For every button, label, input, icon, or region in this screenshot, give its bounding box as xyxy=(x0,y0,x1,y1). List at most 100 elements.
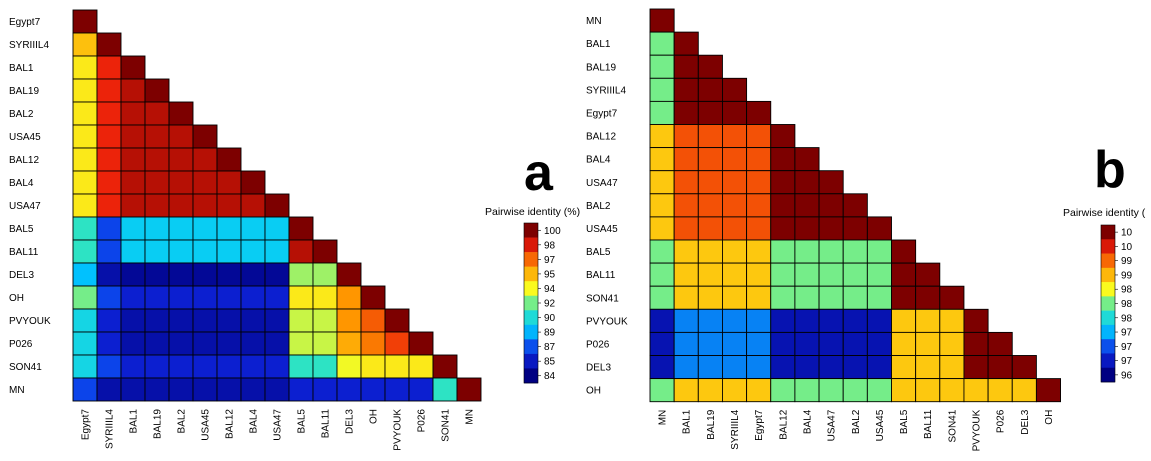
column-label: DEL3 xyxy=(1020,409,1031,434)
heatmap-cell xyxy=(168,124,194,149)
heatmap-cell xyxy=(697,216,723,241)
heatmap-cell xyxy=(168,377,194,402)
heatmap-cell xyxy=(168,193,194,218)
heatmap-cell xyxy=(360,308,386,333)
heatmap-cell xyxy=(722,147,748,172)
heatmap-cell xyxy=(818,193,844,218)
row-label: P026 xyxy=(586,339,610,350)
column-label: OH xyxy=(1044,410,1055,425)
legend-tick-label: 94 xyxy=(544,284,556,295)
legend-tick-label: 97 xyxy=(1121,328,1133,339)
heatmap-cell xyxy=(673,308,699,333)
heatmap-cell xyxy=(216,377,242,402)
heatmap-cell xyxy=(456,377,482,402)
heatmap-cell xyxy=(673,100,699,125)
color-legend-b: 10 10 99 99 98 98 98 97 97 97 96 xyxy=(1100,224,1133,383)
legend-swatch xyxy=(1101,296,1115,311)
heatmap-cell xyxy=(312,377,338,402)
column-label: BAL4 xyxy=(802,409,813,434)
row-label: BAL12 xyxy=(9,155,39,166)
legend-swatch xyxy=(1101,225,1115,240)
heatmap-cell xyxy=(794,378,820,403)
legend-tick-label: 89 xyxy=(544,328,556,339)
heatmap-cell xyxy=(192,354,218,379)
panel-label-a: a xyxy=(524,144,554,202)
column-label: SYRIIIL4 xyxy=(105,409,116,449)
heatmap-cell xyxy=(240,239,266,264)
heatmap-cell xyxy=(866,308,892,333)
heatmap-cell xyxy=(649,170,675,195)
heatmap-cell xyxy=(336,262,362,287)
row-label: BAL12 xyxy=(586,132,616,143)
row-label: MN xyxy=(586,16,602,27)
heatmap-cell xyxy=(649,147,675,172)
heatmap-cell xyxy=(794,331,820,356)
heatmap-cell xyxy=(288,331,314,356)
heatmap-cell xyxy=(96,377,122,402)
heatmap-cell xyxy=(697,77,723,102)
heatmap-cell xyxy=(336,285,362,310)
row-label: OH xyxy=(586,386,601,397)
heatmap-cell xyxy=(288,308,314,333)
heatmap-cell xyxy=(722,77,748,102)
heatmap-cell xyxy=(1035,378,1062,403)
heatmap-cell xyxy=(963,308,989,333)
heatmap-cell xyxy=(842,262,868,287)
heatmap-cell xyxy=(673,170,699,195)
column-label: SON41 xyxy=(441,409,452,442)
heatmap-cell xyxy=(842,378,868,403)
legend-swatch xyxy=(1101,310,1115,326)
heatmap-cell xyxy=(794,355,820,380)
column-label: BAL2 xyxy=(851,409,862,434)
heatmap-cell xyxy=(746,100,772,125)
legend-swatch xyxy=(1101,267,1115,283)
heatmap-cell xyxy=(336,331,362,356)
heatmap-cell xyxy=(673,193,699,218)
row-label: BAL1 xyxy=(586,39,611,50)
heatmap-cell xyxy=(288,216,314,241)
heatmap-cell xyxy=(649,285,675,310)
heatmap-cell xyxy=(144,354,170,379)
heatmap-cell xyxy=(939,285,965,310)
heatmap-cell xyxy=(288,239,314,264)
heatmap-cell xyxy=(144,170,170,195)
heatmap-cell xyxy=(264,331,290,356)
column-label: Egypt7 xyxy=(754,409,765,441)
legend-tick-label: 97 xyxy=(544,255,556,266)
row-label: BAL4 xyxy=(586,155,611,166)
legend-swatch xyxy=(524,339,538,355)
heatmap-cell xyxy=(697,100,723,125)
heatmap-cell xyxy=(697,378,723,403)
heatmap-cell xyxy=(746,124,772,149)
heatmap-cell xyxy=(866,216,892,241)
heatmap-cell xyxy=(722,262,748,287)
legend-swatch xyxy=(524,353,538,369)
heatmap-cell xyxy=(697,239,723,264)
heatmap-cell xyxy=(264,193,290,218)
heatmap-cell xyxy=(770,170,796,195)
legend-tick-label: 95 xyxy=(544,269,556,280)
heatmap-cell xyxy=(240,377,266,402)
heatmap-cell xyxy=(649,308,675,333)
heatmap-cell xyxy=(288,377,314,402)
legend-swatch xyxy=(524,324,538,340)
heatmap-cell xyxy=(360,354,386,379)
column-label: BAL12 xyxy=(778,409,789,439)
heatmap-cell xyxy=(192,239,218,264)
legend-swatch xyxy=(524,223,538,238)
heatmap-cell xyxy=(144,377,170,402)
heatmap-cell xyxy=(192,262,218,287)
heatmap-cell xyxy=(72,262,98,287)
heatmap-cell xyxy=(987,355,1013,380)
heatmap-cell xyxy=(336,377,362,402)
column-label: BAL19 xyxy=(706,409,717,439)
row-label: BAL19 xyxy=(586,62,616,73)
column-label: Egypt7 xyxy=(81,409,92,441)
heatmap-cell xyxy=(770,285,796,310)
heatmap-cell xyxy=(649,100,675,125)
heatmap-cell xyxy=(240,216,266,241)
legend-tick-label: 96 xyxy=(1121,370,1133,381)
heatmap-cell xyxy=(770,239,796,264)
column-label: BAL19 xyxy=(153,409,164,439)
heatmap-cell xyxy=(192,216,218,241)
